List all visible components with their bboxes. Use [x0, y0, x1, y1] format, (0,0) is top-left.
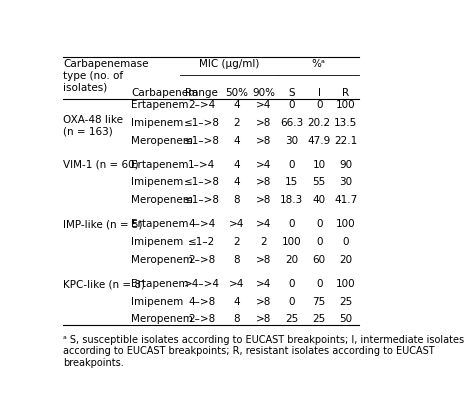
Text: Imipenem: Imipenem: [131, 237, 183, 247]
Text: 20: 20: [285, 255, 298, 265]
Text: 0: 0: [316, 100, 322, 110]
Text: 25: 25: [285, 314, 298, 324]
Text: 90%: 90%: [253, 87, 275, 97]
Text: I: I: [318, 87, 320, 97]
Text: 50%: 50%: [225, 87, 248, 97]
Text: 0: 0: [288, 279, 295, 289]
Text: 40: 40: [312, 195, 326, 205]
Text: Imipenem: Imipenem: [131, 178, 183, 188]
Text: 4: 4: [233, 178, 240, 188]
Text: R: R: [342, 87, 349, 97]
Text: ≤1–2: ≤1–2: [188, 237, 215, 247]
Text: Ertapenem: Ertapenem: [131, 160, 188, 170]
Text: 4–>8: 4–>8: [188, 297, 215, 307]
Text: %ᵃ: %ᵃ: [311, 59, 325, 69]
Text: >8: >8: [256, 195, 272, 205]
Text: 25: 25: [312, 314, 326, 324]
Text: >4: >4: [256, 219, 272, 229]
Text: Ertapenem: Ertapenem: [131, 100, 188, 110]
Text: 2: 2: [233, 118, 240, 128]
Text: MIC (μg/ml): MIC (μg/ml): [199, 59, 259, 69]
Text: 20.2: 20.2: [308, 118, 331, 128]
Text: Carbapenem: Carbapenem: [131, 87, 198, 97]
Text: 4–>4: 4–>4: [188, 219, 215, 229]
Text: 66.3: 66.3: [280, 118, 303, 128]
Text: 0: 0: [288, 100, 295, 110]
Text: 100: 100: [336, 219, 356, 229]
Text: 22.1: 22.1: [334, 136, 357, 146]
Text: Imipenem: Imipenem: [131, 297, 183, 307]
Text: Ertapenem: Ertapenem: [131, 219, 188, 229]
Text: 10: 10: [312, 160, 326, 170]
Text: Imipenem: Imipenem: [131, 118, 183, 128]
Text: 20: 20: [339, 255, 352, 265]
Text: >8: >8: [256, 314, 272, 324]
Text: 13.5: 13.5: [334, 118, 357, 128]
Text: 41.7: 41.7: [334, 195, 357, 205]
Text: 0: 0: [288, 219, 295, 229]
Text: >8: >8: [256, 255, 272, 265]
Text: Meropenem: Meropenem: [131, 314, 193, 324]
Text: 50: 50: [339, 314, 352, 324]
Text: 75: 75: [312, 297, 326, 307]
Text: 30: 30: [339, 178, 352, 188]
Text: Range: Range: [185, 87, 218, 97]
Text: ≤1–>8: ≤1–>8: [183, 178, 219, 188]
Text: 4: 4: [233, 297, 240, 307]
Text: >8: >8: [256, 118, 272, 128]
Text: 90: 90: [339, 160, 352, 170]
Text: 2–>4: 2–>4: [188, 100, 215, 110]
Text: 55: 55: [312, 178, 326, 188]
Text: 4: 4: [233, 100, 240, 110]
Text: KPC-like (n = 8): KPC-like (n = 8): [63, 279, 145, 289]
Text: 8: 8: [233, 314, 240, 324]
Text: Meropenem: Meropenem: [131, 136, 193, 146]
Text: >8: >8: [256, 297, 272, 307]
Text: 1–>4: 1–>4: [188, 160, 215, 170]
Text: VIM-1 (n = 60): VIM-1 (n = 60): [63, 160, 138, 170]
Text: S: S: [288, 87, 295, 97]
Text: >4: >4: [256, 279, 272, 289]
Text: 60: 60: [312, 255, 326, 265]
Text: 15: 15: [285, 178, 298, 188]
Text: >8: >8: [256, 178, 272, 188]
Text: >4–>4: >4–>4: [183, 279, 219, 289]
Text: 100: 100: [336, 279, 356, 289]
Text: 2: 2: [261, 237, 267, 247]
Text: >4: >4: [229, 279, 244, 289]
Text: >4: >4: [229, 219, 244, 229]
Text: OXA-48 like
(n = 163): OXA-48 like (n = 163): [63, 115, 123, 137]
Text: 100: 100: [282, 237, 301, 247]
Text: 0: 0: [288, 297, 295, 307]
Text: 18.3: 18.3: [280, 195, 303, 205]
Text: Meropenem: Meropenem: [131, 195, 193, 205]
Text: 0: 0: [288, 160, 295, 170]
Text: ≤1–>8: ≤1–>8: [183, 118, 219, 128]
Text: Ertapenem: Ertapenem: [131, 279, 188, 289]
Text: >8: >8: [256, 136, 272, 146]
Text: Meropenem: Meropenem: [131, 255, 193, 265]
Text: 8: 8: [233, 195, 240, 205]
Text: 2–>8: 2–>8: [188, 255, 215, 265]
Text: 2: 2: [233, 237, 240, 247]
Text: 8: 8: [233, 255, 240, 265]
Text: 100: 100: [336, 100, 356, 110]
Text: 25: 25: [339, 297, 352, 307]
Text: IMP-like (n = 5): IMP-like (n = 5): [63, 219, 142, 229]
Text: Carbapenemase
type (no. of
isolates): Carbapenemase type (no. of isolates): [63, 59, 148, 92]
Text: ≤1–>8: ≤1–>8: [183, 195, 219, 205]
Text: >4: >4: [256, 160, 272, 170]
Text: 0: 0: [343, 237, 349, 247]
Text: 4: 4: [233, 136, 240, 146]
Text: >4: >4: [256, 100, 272, 110]
Text: 2–>8: 2–>8: [188, 314, 215, 324]
Text: 47.9: 47.9: [308, 136, 331, 146]
Text: 0: 0: [316, 237, 322, 247]
Text: 30: 30: [285, 136, 298, 146]
Text: 0: 0: [316, 219, 322, 229]
Text: 0: 0: [316, 279, 322, 289]
Text: 4: 4: [233, 160, 240, 170]
Text: ᵃ S, susceptible isolates according to EUCAST breakpoints; I, intermediate isola: ᵃ S, susceptible isolates according to E…: [63, 334, 464, 368]
Text: ≤1–>8: ≤1–>8: [183, 136, 219, 146]
